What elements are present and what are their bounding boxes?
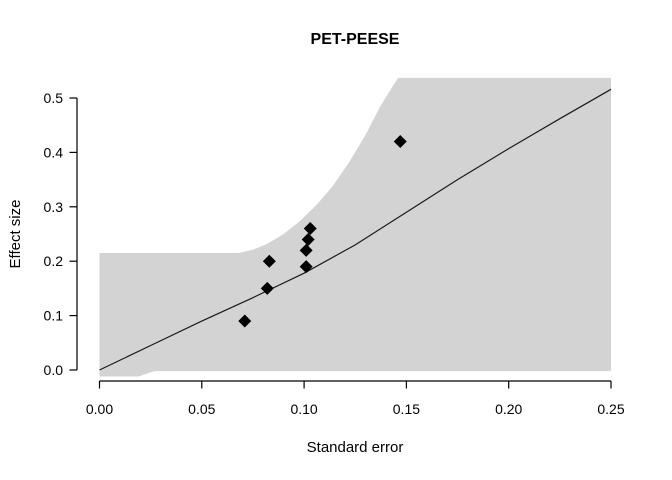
data-point-diamond xyxy=(260,281,274,295)
x-axis-tick-label: 0.25 xyxy=(597,401,624,417)
data-point-diamond xyxy=(393,135,407,149)
x-axis-tick-label: 0.10 xyxy=(290,401,317,417)
y-axis-tick-label: 0.4 xyxy=(44,144,64,160)
y-axis-tick-label: 0.0 xyxy=(44,362,64,378)
data-point-diamond xyxy=(238,314,252,328)
y-axis-tick-label: 0.5 xyxy=(44,90,64,106)
x-axis-tick-label: 0.00 xyxy=(86,401,113,417)
data-point-diamond xyxy=(301,232,315,246)
y-axis-tick-label: 0.1 xyxy=(44,308,64,324)
y-axis-title: Effect size xyxy=(7,200,24,269)
y-axis-tick-label: 0.3 xyxy=(44,199,64,215)
x-axis-tick-label: 0.15 xyxy=(393,401,420,417)
data-point-diamond xyxy=(262,254,276,268)
chart-title: PET-PEESE xyxy=(311,31,400,48)
data-point-diamond xyxy=(299,260,313,274)
x-axis-title: Standard error xyxy=(307,439,404,456)
x-axis-tick-label: 0.05 xyxy=(188,401,215,417)
y-axis-tick-label: 0.2 xyxy=(44,253,64,269)
x-axis-tick-label: 0.20 xyxy=(495,401,522,417)
confidence-region xyxy=(99,77,611,377)
data-point-diamond xyxy=(299,243,313,257)
data-point-diamond xyxy=(303,222,317,236)
regression-line xyxy=(99,88,612,371)
